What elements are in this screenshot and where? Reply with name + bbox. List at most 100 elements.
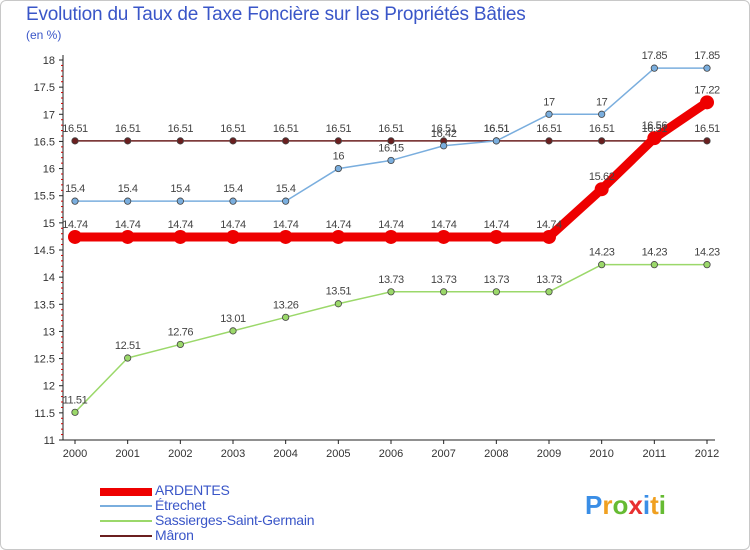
legend-label-etrechet: Étrechet (155, 497, 206, 513)
data-point-ardentes (542, 229, 557, 244)
data-label-ardentes: 17.22 (694, 84, 720, 96)
legend-label-sassierges: Sassierges-Saint-Germain (155, 512, 315, 528)
data-label-etrechet: 17.85 (694, 50, 720, 62)
data-point-etrechet (124, 197, 132, 205)
data-label-sassierges-saint-germain: 13.51 (326, 286, 352, 298)
x-tick-label: 2001 (115, 448, 139, 460)
x-tick-label: 2000 (63, 448, 87, 460)
y-tick-label: 12 (43, 381, 55, 393)
data-point-etrechet (598, 110, 606, 118)
series-ardentes (68, 95, 715, 244)
data-label-ardentes: 14.74 (536, 219, 562, 231)
data-point-etrechet (492, 137, 500, 145)
y-tick-label: 11 (44, 435, 55, 447)
data-label-etrechet: 17.85 (642, 50, 668, 62)
data-label-maron: 16.51 (642, 123, 668, 135)
data-point-sassierges-saint-germain (650, 261, 658, 269)
series-etrechet (71, 64, 711, 205)
y-tick-label: 13.5 (34, 299, 55, 311)
data-labels-layer: 16.51 16.51 16.51 16.51 16.51 16.51 16.51 16.51… (62, 50, 720, 406)
data-point-etrechet (545, 110, 553, 118)
y-tick-label: 11.5 (34, 408, 55, 420)
data-label-etrechet: 15.4 (118, 183, 138, 195)
data-label-maron: 16.51 (484, 123, 510, 135)
data-label-maron: 16.51 (273, 123, 299, 135)
legend-swatch-ardentes (100, 488, 152, 496)
chart-title: Evolution du Taux de Taxe Foncière sur l… (26, 4, 526, 25)
logo-letter: i (658, 490, 666, 520)
y-tick-label: 15 (43, 218, 55, 230)
data-point-maron (334, 137, 342, 145)
legend-item-sassierges[interactable]: Sassierges-Saint-Germain (100, 512, 400, 528)
legend-item-maron[interactable]: Mâron (100, 527, 400, 543)
series-line-sassierges-saint-germain (74, 263, 708, 414)
unit-label: (en %) (26, 28, 62, 42)
data-label-etrechet: 16.42 (431, 128, 457, 140)
data-label-ardentes: 14.74 (431, 219, 457, 231)
data-label-sassierges-saint-germain: 13.73 (536, 274, 562, 286)
data-point-ardentes (594, 182, 609, 197)
data-label-maron: 16.51 (378, 123, 404, 135)
data-point-sassierges-saint-germain (703, 261, 711, 269)
data-label-ardentes: 15.62 (589, 171, 615, 183)
data-point-maron (124, 137, 132, 145)
data-label-maron: 16.51 (220, 123, 246, 135)
data-point-etrechet (387, 156, 395, 165)
data-point-ardentes (384, 229, 399, 244)
data-point-ardentes (173, 229, 188, 244)
data-label-maron: 16.51 (431, 123, 457, 135)
data-label-etrechet: 15.4 (170, 183, 190, 195)
x-tick-label: 2005 (326, 448, 350, 460)
legend-swatch-etrechet (100, 505, 152, 507)
data-point-sassierges-saint-germain (387, 288, 395, 296)
data-label-etrechet: 15.4 (223, 183, 243, 195)
data-label-ardentes: 14.74 (273, 219, 299, 231)
data-label-ardentes: 14.74 (115, 219, 141, 231)
x-tick-label: 2007 (431, 448, 455, 460)
data-label-etrechet: 16.15 (378, 142, 404, 154)
y-tick-label: 16 (43, 164, 55, 176)
data-point-ardentes (331, 229, 346, 244)
data-label-ardentes: 14.74 (484, 219, 510, 231)
y-tick-label: 14.5 (34, 245, 55, 257)
data-label-sassierges-saint-germain: 13.73 (378, 274, 404, 286)
series-layer (68, 64, 715, 416)
x-tick-label: 2006 (379, 448, 403, 460)
data-label-sassierges-saint-germain: 11.51 (63, 394, 88, 406)
legend-swatch-sassierges (100, 520, 152, 522)
proxiti-logo: Proxiti (585, 490, 666, 521)
data-label-etrechet: 17 (543, 96, 555, 108)
data-point-maron (387, 137, 395, 145)
data-label-ardentes: 14.74 (62, 219, 88, 231)
data-point-sassierges-saint-germain (440, 288, 448, 296)
data-point-sassierges-saint-germain (334, 300, 342, 308)
data-point-etrechet (703, 64, 711, 72)
data-label-ardentes: 14.74 (326, 219, 352, 231)
logo-letter: x (628, 490, 643, 520)
data-point-maron (598, 137, 606, 145)
y-tick-label: 17 (43, 109, 55, 121)
data-point-ardentes (226, 229, 241, 244)
logo-letter: r (602, 490, 613, 520)
data-point-sassierges-saint-germain (176, 340, 184, 349)
y-tick-label: 13 (43, 326, 55, 338)
data-point-sassierges-saint-germain (545, 288, 553, 296)
data-label-maron: 16.51 (326, 123, 352, 135)
data-point-etrechet (282, 197, 290, 205)
data-point-maron (229, 137, 237, 145)
legend-item-ardentes[interactable]: ARDENTES (100, 482, 400, 498)
data-label-maron: 16.51 (536, 123, 562, 135)
data-point-ardentes (436, 229, 451, 244)
logo-letter: i (642, 490, 651, 520)
legend-item-etrechet[interactable]: Étrechet (100, 497, 400, 513)
y-tick-label: 14 (43, 272, 55, 284)
data-point-sassierges-saint-germain (71, 408, 79, 416)
x-tick-label: 2012 (695, 448, 719, 460)
data-label-maron: 16.51 (694, 123, 720, 135)
data-point-etrechet (71, 197, 79, 205)
x-tick-label: 2009 (537, 448, 561, 460)
x-tick-label: 2002 (168, 448, 192, 460)
data-point-etrechet (334, 164, 342, 173)
data-point-sassierges-saint-germain (492, 288, 500, 296)
